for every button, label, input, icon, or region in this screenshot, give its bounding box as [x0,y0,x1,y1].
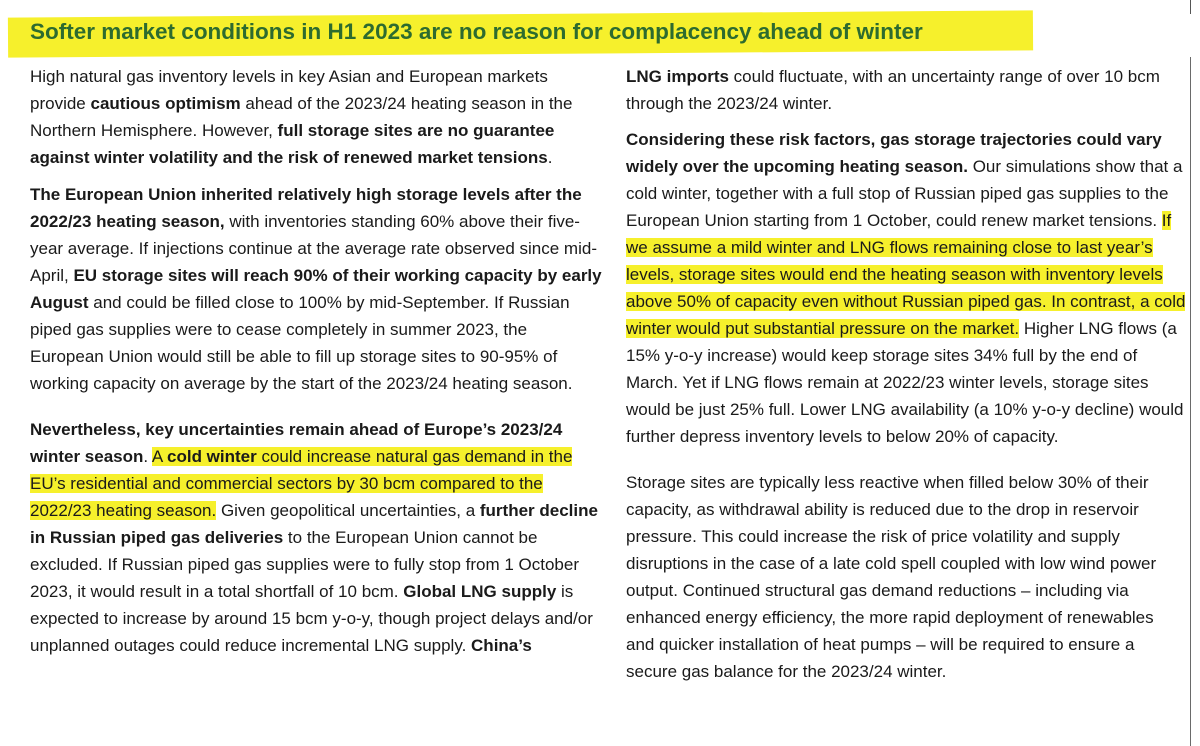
page-edge-rule [1190,57,1191,746]
right-paragraph-2: Considering these risk factors, gas stor… [626,126,1186,450]
right-column: LNG imports could fluctuate, with an unc… [626,63,1186,685]
text-segment: Our simulations show that a cold winter,… [626,157,1183,230]
text-segment: Given geopolitical uncertainties, a [216,501,480,520]
text-segment: . [547,148,553,167]
right-paragraph-3: Storage sites are typically less reactiv… [626,469,1186,685]
text-segment: with inventories standing 60% above thei… [30,212,597,285]
page-title: Softer market conditions in H1 2023 are … [30,19,923,44]
text-segment: Higher LNG flows (a 15% y-o-y increase) … [626,319,1184,446]
text-segment: ahead of the 2023/24 heating season in t… [30,94,573,140]
text-segment: to the European Union cannot be excluded… [30,528,580,601]
bold-phrase: EU storage sites will reach 90% of their… [30,266,602,312]
bold-phrase: further decline in Russian piped gas del… [30,501,598,547]
right-paragraph-1: LNG imports could fluctuate, with an unc… [626,63,1186,117]
left-paragraph-2: The European Union inherited relatively … [30,181,605,397]
text-segment: and could be filled close to 100% by mid… [30,293,573,393]
bold-phrase: cautious optimism [90,94,241,113]
bold-phrase: Considering these risk factors, gas stor… [626,130,1162,176]
text-segment: could fluctuate, with an uncertainty ran… [626,67,1160,113]
bold-phrase: China’s [471,636,532,655]
title-row: Softer market conditions in H1 2023 are … [0,10,1200,58]
bold-phrase: The European Union inherited relatively … [30,185,582,231]
highlighted-bold-phrase: cold winter [167,447,257,466]
bold-phrase: Global LNG supply [403,582,557,601]
left-paragraph-1: High natural gas inventory levels in key… [30,63,605,171]
highlighted-text: A [151,447,168,466]
text-segment: . [143,447,152,466]
bold-phrase: full storage sites are no guarantee agai… [30,121,555,167]
bold-phrase: Nevertheless, key uncertainties remain a… [30,420,563,466]
text-segment: High natural gas inventory levels in key… [30,67,548,113]
top-rule [1190,0,1191,14]
bold-phrase: LNG imports [626,67,729,86]
text-segment: is expected to increase by around 15 bcm… [30,582,593,655]
text-segment: Storage sites are typically less reactiv… [626,473,1157,681]
left-paragraph-3: Nevertheless, key uncertainties remain a… [30,416,605,659]
left-column: High natural gas inventory levels in key… [30,63,605,659]
